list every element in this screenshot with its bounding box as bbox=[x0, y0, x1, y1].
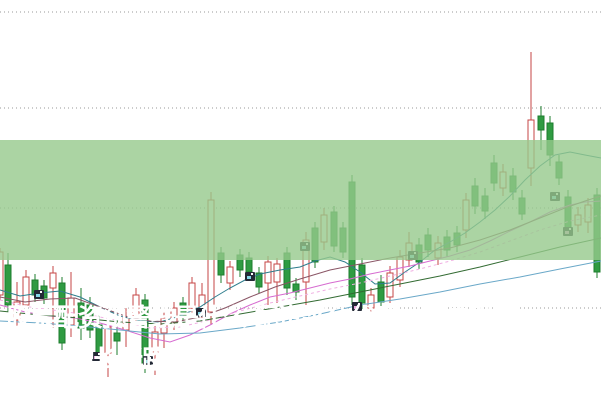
candle-up bbox=[132, 294, 140, 316]
signal-marker-accent bbox=[247, 276, 251, 279]
candle-up bbox=[22, 276, 30, 306]
signal-marker-dot bbox=[251, 273, 253, 275]
signal-marker-accent bbox=[198, 312, 202, 315]
candle-up bbox=[188, 282, 196, 309]
signal-marker-dot bbox=[98, 353, 100, 355]
candle-up bbox=[0, 251, 4, 296]
candle-down bbox=[113, 332, 121, 342]
candle-down bbox=[255, 272, 263, 288]
candle-up bbox=[160, 317, 168, 334]
title-banner: 股票配资预警线是什么 配资平台代理：开启财富 增长新路径，专业指导助您稳健投资 bbox=[0, 140, 601, 374]
signal-marker-dot bbox=[40, 291, 42, 293]
signal-marker-dot bbox=[202, 309, 204, 311]
candle-up bbox=[226, 266, 234, 284]
candle-down bbox=[537, 115, 545, 131]
ma-pink-dashed bbox=[0, 214, 601, 329]
signal-marker-accent bbox=[36, 294, 40, 297]
candle-down bbox=[58, 282, 66, 344]
signal-marker-dot bbox=[358, 303, 360, 305]
candle-down bbox=[77, 302, 85, 329]
ma-darkgreen bbox=[0, 237, 601, 325]
candle-down bbox=[245, 257, 253, 273]
signal-marker-accent bbox=[94, 356, 98, 359]
candle-up bbox=[49, 272, 57, 289]
ma-lightcyan bbox=[0, 260, 601, 335]
candle-up bbox=[104, 326, 112, 354]
headline-line-2: 增长新路径，专业指导助您稳健投资 bbox=[69, 345, 455, 374]
signal-marker-accent bbox=[145, 360, 149, 363]
headline-text: 股票配资预警线是什么 配资平台代理：开启财富 增长新路径，专业指导助您稳健投资 bbox=[0, 280, 524, 381]
candle-down bbox=[4, 264, 12, 306]
candle-down bbox=[86, 304, 94, 331]
signal-marker-dot bbox=[149, 357, 151, 359]
candle-up bbox=[151, 331, 159, 353]
candle-up bbox=[367, 294, 375, 309]
headline-line-1: 股票配资预警线是什么 配资平台代理：开启财富 bbox=[6, 303, 519, 332]
signal-marker-accent bbox=[354, 306, 358, 309]
candle-up bbox=[273, 263, 281, 283]
